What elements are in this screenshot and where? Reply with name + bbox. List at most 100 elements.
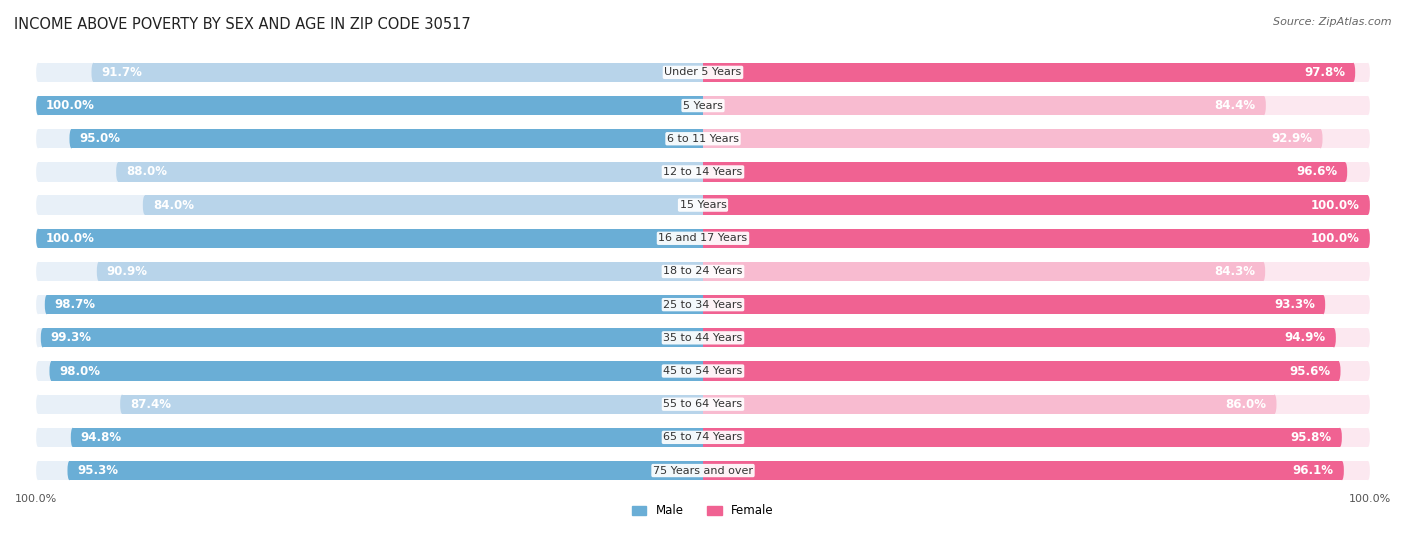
Bar	[703, 96, 1368, 115]
Bar	[38, 96, 703, 115]
Ellipse shape	[37, 229, 39, 248]
Bar	[703, 129, 1368, 148]
Text: 100.0%: 100.0%	[1310, 198, 1360, 212]
Bar	[703, 229, 1368, 248]
Ellipse shape	[1367, 229, 1369, 248]
Bar	[69, 461, 703, 480]
Bar	[38, 295, 703, 314]
Text: 16 and 17 Years: 16 and 17 Years	[658, 233, 748, 243]
Bar	[38, 196, 703, 215]
Bar	[703, 129, 1320, 148]
Text: 98.7%: 98.7%	[55, 298, 96, 311]
Bar	[38, 229, 703, 248]
Bar	[38, 262, 703, 281]
Bar	[38, 395, 703, 414]
Text: 65 to 74 Years: 65 to 74 Years	[664, 432, 742, 442]
Text: 94.8%: 94.8%	[80, 431, 122, 444]
Ellipse shape	[1340, 461, 1344, 480]
Bar	[122, 395, 703, 414]
Bar	[703, 361, 1339, 381]
Ellipse shape	[37, 428, 39, 447]
Ellipse shape	[37, 361, 39, 381]
Ellipse shape	[37, 96, 39, 115]
Ellipse shape	[41, 328, 45, 348]
Text: 12 to 14 Years: 12 to 14 Years	[664, 167, 742, 177]
Ellipse shape	[45, 295, 49, 314]
Text: 96.1%: 96.1%	[1294, 464, 1334, 477]
Text: 95.0%: 95.0%	[80, 132, 121, 145]
Ellipse shape	[97, 262, 101, 281]
Ellipse shape	[70, 428, 75, 447]
Bar	[145, 196, 703, 215]
Text: 96.6%: 96.6%	[1296, 165, 1337, 178]
Ellipse shape	[1337, 361, 1340, 381]
Text: 15 Years: 15 Years	[679, 200, 727, 210]
Ellipse shape	[1367, 328, 1369, 348]
Text: 45 to 54 Years: 45 to 54 Years	[664, 366, 742, 376]
Ellipse shape	[143, 196, 146, 215]
Ellipse shape	[1351, 63, 1355, 82]
Text: 5 Years: 5 Years	[683, 101, 723, 111]
Bar	[38, 63, 703, 82]
Ellipse shape	[1339, 428, 1341, 447]
Ellipse shape	[117, 162, 120, 182]
Bar	[703, 461, 1368, 480]
Text: 6 to 11 Years: 6 to 11 Years	[666, 134, 740, 144]
Text: 92.9%: 92.9%	[1271, 132, 1313, 145]
Bar	[703, 162, 1368, 182]
Bar	[38, 428, 703, 447]
Ellipse shape	[1272, 395, 1277, 414]
Bar	[703, 295, 1368, 314]
Text: 84.0%: 84.0%	[153, 198, 194, 212]
Bar	[72, 129, 703, 148]
Bar	[703, 328, 1334, 348]
Bar	[703, 96, 1264, 115]
Bar	[38, 162, 703, 182]
Text: 93.3%: 93.3%	[1274, 298, 1315, 311]
Bar	[46, 295, 703, 314]
Text: 18 to 24 Years: 18 to 24 Years	[664, 267, 742, 277]
Ellipse shape	[1261, 262, 1265, 281]
Ellipse shape	[1367, 295, 1369, 314]
Ellipse shape	[1367, 96, 1369, 115]
Ellipse shape	[1319, 129, 1323, 148]
Ellipse shape	[37, 162, 39, 182]
Ellipse shape	[1367, 428, 1369, 447]
Bar	[118, 162, 703, 182]
Bar	[703, 328, 1368, 348]
Ellipse shape	[1367, 361, 1369, 381]
Text: 99.3%: 99.3%	[51, 331, 91, 344]
Ellipse shape	[69, 129, 73, 148]
Ellipse shape	[37, 229, 39, 248]
Bar	[703, 428, 1368, 447]
Ellipse shape	[37, 63, 39, 82]
Bar	[703, 361, 1368, 381]
Text: 95.6%: 95.6%	[1289, 364, 1330, 377]
Text: 88.0%: 88.0%	[127, 165, 167, 178]
Ellipse shape	[37, 262, 39, 281]
Text: 100.0%: 100.0%	[46, 99, 96, 112]
Ellipse shape	[37, 461, 39, 480]
Text: Under 5 Years: Under 5 Years	[665, 68, 741, 77]
Text: 95.3%: 95.3%	[77, 464, 118, 477]
Bar	[38, 129, 703, 148]
Ellipse shape	[1322, 295, 1326, 314]
Bar	[703, 196, 1368, 215]
Bar	[703, 395, 1368, 414]
Text: 100.0%: 100.0%	[1310, 232, 1360, 245]
Bar	[38, 461, 703, 480]
Text: 90.9%: 90.9%	[107, 265, 148, 278]
Bar	[703, 262, 1368, 281]
Bar	[73, 428, 703, 447]
Text: INCOME ABOVE POVERTY BY SEX AND AGE IN ZIP CODE 30517: INCOME ABOVE POVERTY BY SEX AND AGE IN Z…	[14, 17, 471, 32]
Bar	[38, 229, 703, 248]
Bar	[703, 162, 1346, 182]
Text: 94.9%: 94.9%	[1285, 331, 1326, 344]
Bar	[38, 361, 703, 381]
Ellipse shape	[37, 129, 39, 148]
Ellipse shape	[49, 361, 53, 381]
Ellipse shape	[91, 63, 96, 82]
Bar	[93, 63, 703, 82]
Text: 84.3%: 84.3%	[1215, 265, 1256, 278]
Text: 87.4%: 87.4%	[131, 397, 172, 411]
